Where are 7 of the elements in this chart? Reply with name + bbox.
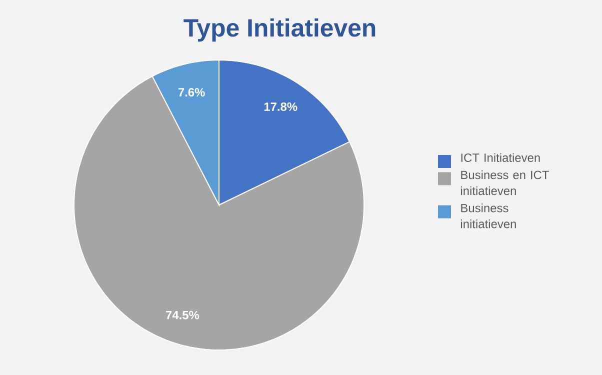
data-label: 17.8% bbox=[264, 102, 298, 111]
data-label: 74.5% bbox=[166, 310, 200, 320]
legend-label: ICT Initiatieven bbox=[461, 153, 540, 162]
legend-label: Business initiatieven bbox=[461, 204, 516, 228]
data-label: 7.6% bbox=[178, 88, 205, 97]
legend-label: Business en ICT initiatieven bbox=[461, 170, 549, 196]
chart-title: Type Initiatieven bbox=[184, 18, 376, 42]
